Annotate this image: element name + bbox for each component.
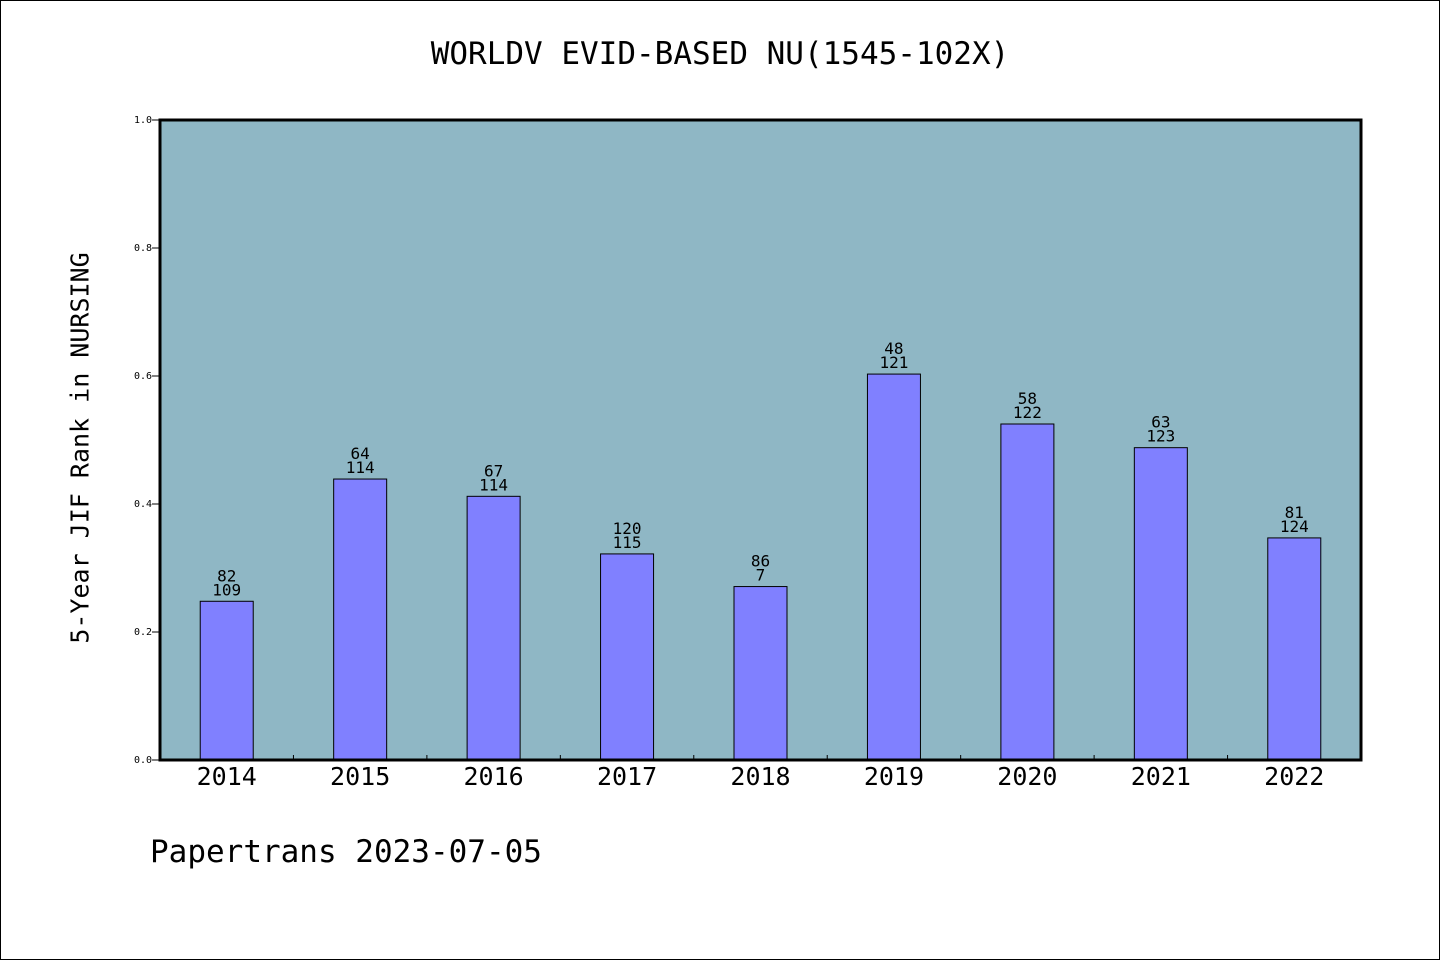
bar-2020 xyxy=(1000,423,1055,761)
bar-rank-label: 82 xyxy=(217,566,236,585)
bar-total-label: 115 xyxy=(613,533,642,552)
bar-2016 xyxy=(466,495,521,761)
y-tick-label: 0.8 xyxy=(134,243,152,254)
bar-2022 xyxy=(1267,537,1322,761)
y-tick-label: 0.2 xyxy=(134,627,152,638)
y-tick-label: 0.0 xyxy=(134,755,152,766)
bar-rank-label: 86 xyxy=(751,552,770,571)
bar-rank-label: 64 xyxy=(351,444,370,463)
bar-total-label: 7 xyxy=(756,566,766,585)
bar-rank-label: 58 xyxy=(1018,389,1037,408)
bar-total-label: 124 xyxy=(1280,517,1309,536)
bar-2014 xyxy=(199,600,254,761)
bar-total-label: 123 xyxy=(1146,427,1175,446)
plot-border xyxy=(158,118,1363,762)
bar-2015 xyxy=(333,478,388,761)
bar-2017 xyxy=(600,553,655,761)
y-tick-label: 0.4 xyxy=(134,499,152,510)
bar-rank-label: 67 xyxy=(484,461,503,480)
bar-2018 xyxy=(733,586,788,761)
bar-total-label: 114 xyxy=(346,458,375,477)
chart-title: WORLDV EVID-BASED NU(1545-102X) xyxy=(430,36,1010,72)
bar-total-label: 109 xyxy=(212,580,241,599)
bar-total-label: 121 xyxy=(879,353,908,372)
x-tick-label: 2018 xyxy=(730,762,790,791)
x-tick-label: 2022 xyxy=(1264,762,1324,791)
x-tick-label: 2014 xyxy=(197,762,257,791)
y-axis-label: 5-Year JIF Rank in NURSING xyxy=(65,252,95,644)
bar-total-label: 122 xyxy=(1013,403,1042,422)
y-tick-label: 1.0 xyxy=(134,115,152,126)
bar-2021 xyxy=(1133,447,1188,761)
bar-total-label: 114 xyxy=(479,475,508,494)
bar-rank-label: 63 xyxy=(1151,413,1170,432)
x-tick-label: 2020 xyxy=(997,762,1057,791)
bar-2019 xyxy=(866,373,921,761)
x-tick-label: 2019 xyxy=(864,762,924,791)
x-tick-label: 2016 xyxy=(464,762,524,791)
x-tick-label: 2021 xyxy=(1131,762,1191,791)
x-tick-label: 2017 xyxy=(597,762,657,791)
bar-rank-label: 48 xyxy=(884,339,903,358)
footer-watermark: Papertrans 2023-07-05 xyxy=(150,834,542,870)
bar-rank-label: 81 xyxy=(1285,503,1304,522)
y-tick-label: 0.6 xyxy=(134,371,152,382)
bar-rank-label: 120 xyxy=(613,519,642,538)
x-tick-label: 2015 xyxy=(330,762,390,791)
